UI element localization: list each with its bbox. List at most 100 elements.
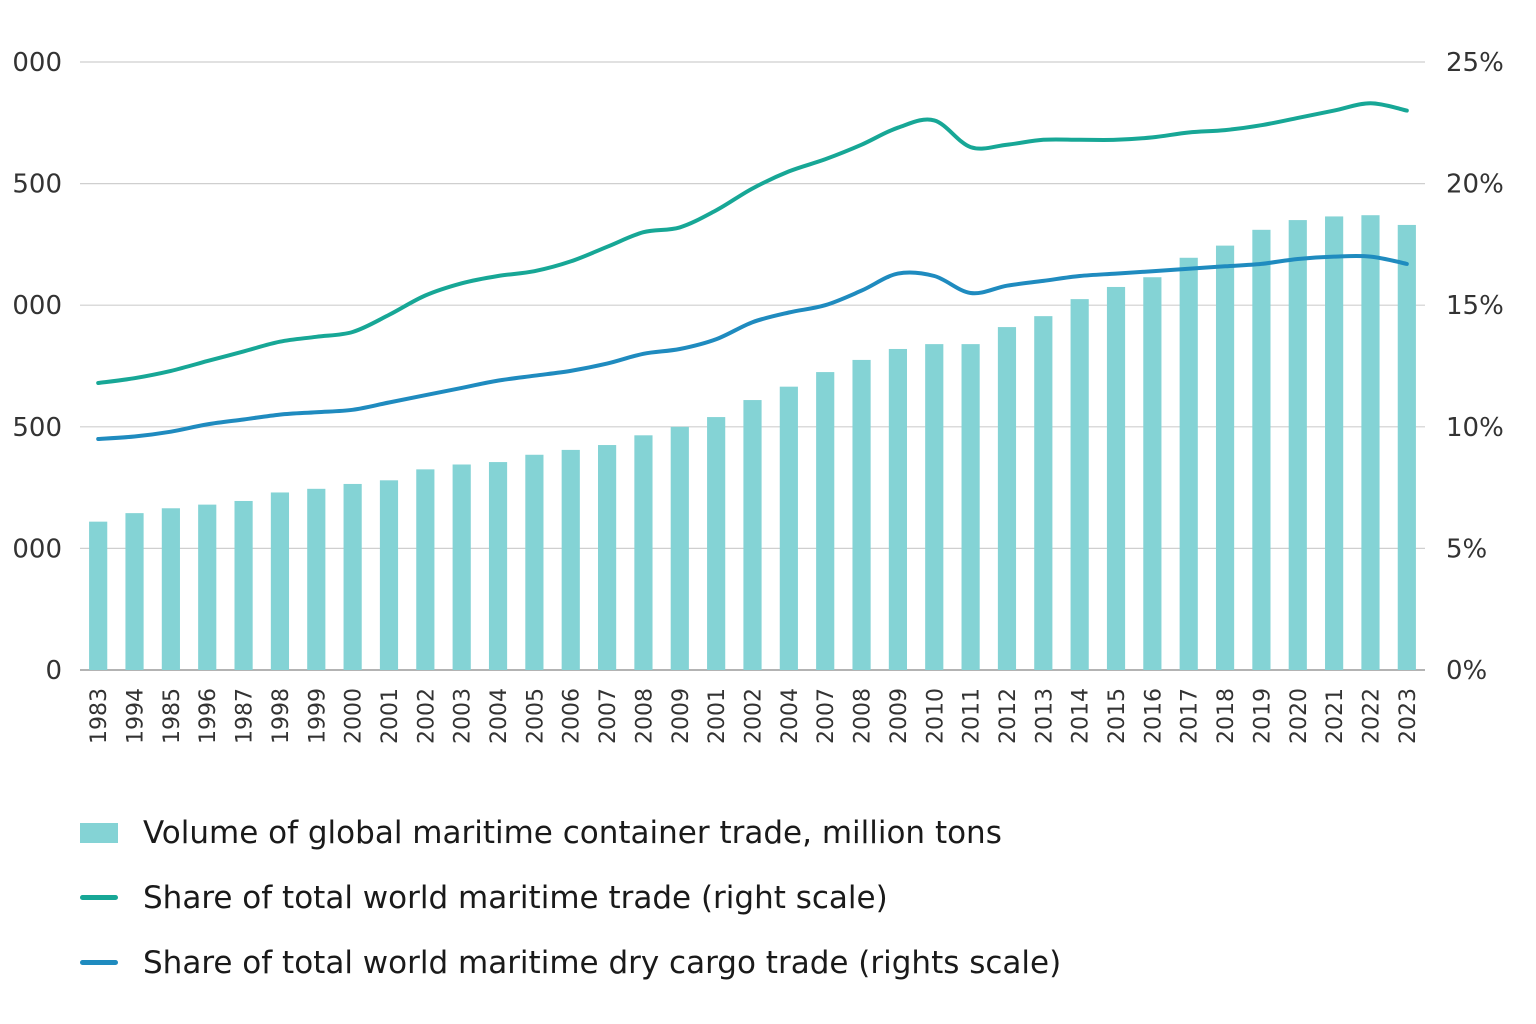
bar [416, 469, 435, 670]
bar [634, 435, 653, 670]
x-axis-tick-label: 1994 [124, 688, 149, 744]
bar [270, 492, 290, 670]
legend-item-share-total: Share of total world maritime trade (rig… [80, 865, 1061, 930]
x-axis-tick-label: 2012 [996, 688, 1021, 744]
line-share-total-trade [96, 101, 1409, 385]
left-axis-tick-label: 500 [12, 413, 62, 443]
legend-label-share-dry: Share of total world maritime dry cargo … [143, 944, 1062, 981]
left-axis-tick-label: 000 [12, 291, 62, 321]
bar [1179, 257, 1198, 670]
x-axis-tick-label: 2023 [1396, 688, 1421, 744]
x-axis-tick-label: 2008 [851, 688, 876, 744]
right-axis-tick-label: 15% [1446, 291, 1504, 321]
bar-series [89, 215, 1416, 671]
right-axis-ticks: 0% 5% 10% 15% 20% 25% [1446, 48, 1504, 686]
x-axis-tick-label: 2015 [1105, 688, 1130, 744]
left-axis-tick-label: 500 [12, 170, 62, 200]
right-axis-tick-label: 25% [1446, 48, 1504, 78]
x-axis-tick-label: 2000 [342, 688, 367, 744]
x-axis-ticks: 1983 1994 1985 1996 1987 1998 1999 2000 2001 2002… [87, 688, 1421, 744]
bar [234, 500, 253, 670]
legend-swatch-line-blue [80, 960, 118, 965]
right-axis-tick-label: 0% [1446, 656, 1487, 686]
bar [452, 464, 471, 670]
bar [1288, 220, 1307, 670]
bar [161, 508, 180, 670]
bar [743, 400, 762, 670]
bar [307, 488, 326, 670]
x-axis-tick-label: 2021 [1323, 688, 1348, 744]
line-series [96, 101, 1409, 441]
bar [488, 462, 508, 670]
x-axis-tick-label: 2008 [632, 688, 657, 744]
x-axis-tick-label: 2009 [887, 688, 912, 744]
x-axis-tick-label: 2022 [1359, 688, 1384, 744]
bar [961, 344, 980, 670]
x-axis-tick-label: 2018 [1214, 688, 1239, 744]
bar [925, 344, 944, 670]
bar [1034, 316, 1053, 670]
x-axis-tick-label: 2003 [451, 688, 476, 744]
bar [1215, 245, 1235, 670]
bar [1252, 229, 1271, 671]
legend-swatch-line-green [80, 895, 118, 900]
x-axis-tick-label: 2004 [487, 688, 512, 744]
x-axis-tick-label: 2011 [960, 688, 985, 744]
x-axis-tick-label: 1983 [87, 688, 112, 744]
x-axis-tick-label: 2001 [378, 688, 403, 744]
bar [816, 372, 835, 670]
x-axis-tick-label: 2019 [1250, 688, 1275, 744]
bar [598, 445, 617, 670]
x-axis-tick-label: 2020 [1287, 688, 1312, 744]
x-axis-tick-label: 2002 [742, 688, 767, 744]
x-axis-tick-label: 2010 [923, 688, 948, 744]
bar [670, 426, 689, 670]
bar [1106, 286, 1126, 670]
bar [852, 359, 871, 670]
x-axis-tick-label: 2002 [414, 688, 439, 744]
right-axis-tick-label: 10% [1446, 413, 1504, 443]
legend-swatch-bar [80, 822, 118, 843]
left-axis-tick-label: 0 [45, 656, 62, 686]
bar [1397, 224, 1416, 670]
bar [1143, 277, 1162, 670]
bar [1070, 299, 1089, 670]
x-axis-tick-label: 2014 [1069, 688, 1094, 744]
bar [561, 449, 580, 670]
bar [525, 454, 544, 670]
x-axis-tick-label: 1998 [269, 688, 294, 744]
x-axis-tick-label: 2017 [1178, 688, 1203, 744]
bar [1325, 216, 1344, 670]
x-axis-tick-label: 2007 [814, 688, 839, 744]
bar [379, 480, 399, 670]
legend-item-volume: Volume of global maritime container trad… [80, 800, 1061, 865]
bar [779, 386, 798, 670]
right-axis-tick-label: 20% [1446, 170, 1504, 200]
x-axis-tick-label: 2006 [560, 688, 585, 744]
left-axis-tick-label: 000 [12, 48, 62, 78]
x-axis-tick-label: 1985 [160, 688, 185, 744]
x-axis-tick-label: 2009 [669, 688, 694, 744]
left-axis-tick-label: 000 [12, 534, 62, 564]
x-axis-tick-label: 1999 [305, 688, 330, 744]
x-axis-tick-label: 2007 [596, 688, 621, 744]
legend-label-share-total: Share of total world maritime trade (rig… [143, 879, 888, 916]
x-axis-tick-label: 2013 [1032, 688, 1057, 744]
x-axis-tick-label: 2005 [523, 688, 548, 744]
legend-label-volume: Volume of global maritime container trad… [143, 814, 1002, 851]
x-axis-tick-label: 2001 [705, 688, 730, 744]
bar [89, 521, 108, 670]
x-axis-tick-label: 2016 [1141, 688, 1166, 744]
bar [198, 504, 217, 670]
legend-item-share-dry: Share of total world maritime dry cargo … [80, 930, 1061, 995]
bar [1361, 215, 1380, 670]
x-axis-tick-label: 2004 [778, 688, 803, 744]
bar [997, 327, 1017, 670]
legend: Volume of global maritime container trad… [80, 800, 1061, 995]
x-axis-tick-label: 1996 [196, 688, 221, 744]
bar [888, 348, 907, 670]
right-axis-tick-label: 5% [1446, 534, 1487, 564]
bar [707, 417, 726, 670]
